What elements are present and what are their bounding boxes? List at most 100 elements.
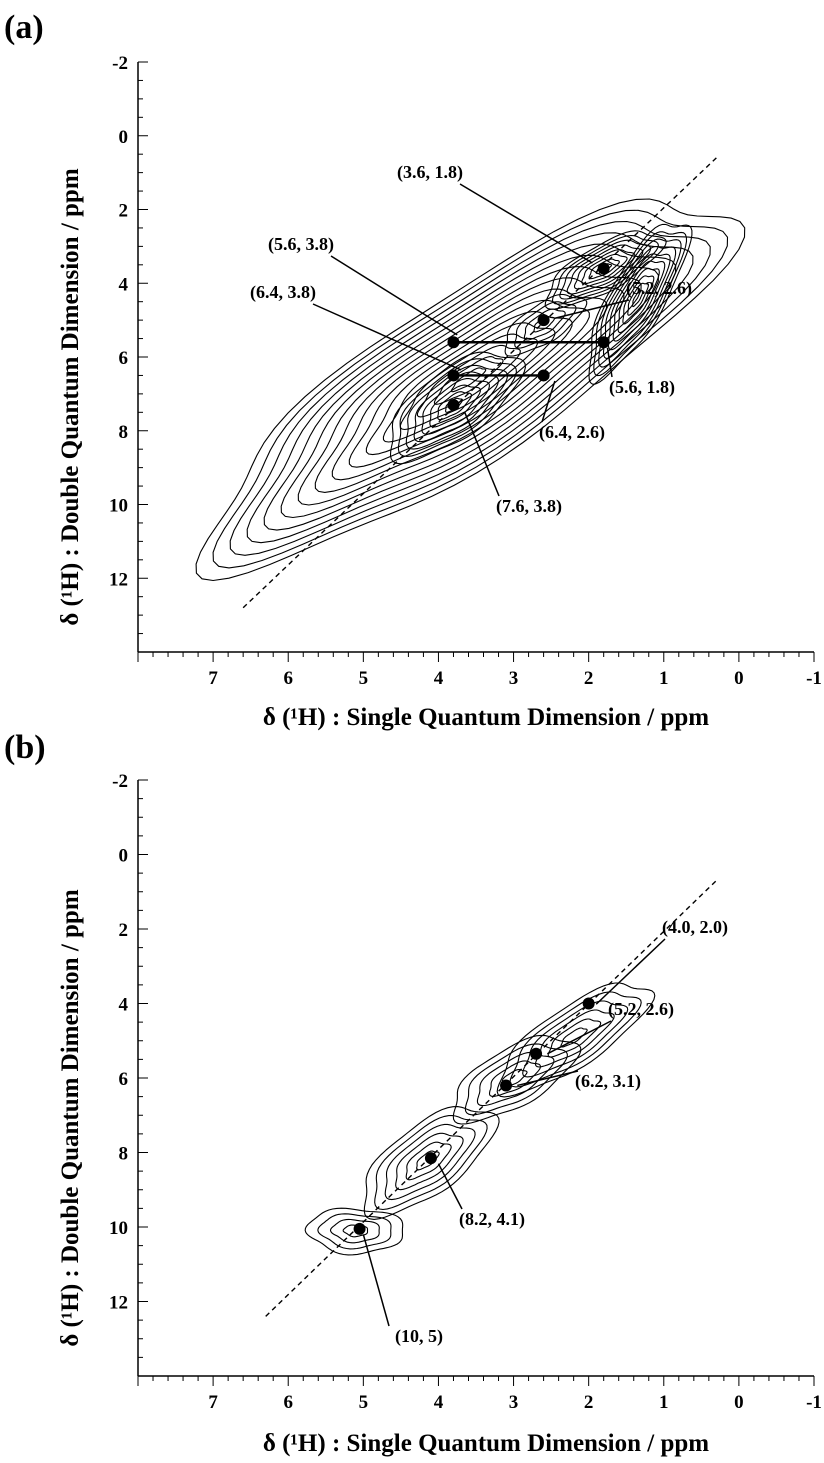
peak-marker [424, 1152, 437, 1165]
contour-line [329, 1218, 380, 1244]
contour-line [297, 266, 642, 506]
y-tick-label: 6 [119, 348, 129, 369]
contour-line [617, 268, 660, 334]
contour-line [588, 258, 620, 280]
peak-marker [537, 314, 550, 327]
peak-leader-line [464, 412, 500, 497]
peak-leader-line [437, 1163, 463, 1210]
y-tick-label: 2 [119, 201, 129, 222]
contour-line [384, 1123, 476, 1201]
peak-marker [537, 369, 550, 382]
peak-marker [530, 1047, 543, 1060]
panel-a-letter: (a) [4, 9, 44, 46]
x-tick-label: 3 [509, 668, 519, 689]
peak-leader-line [554, 299, 630, 320]
y-tick-label: 0 [119, 127, 129, 148]
peak-leader-line [312, 303, 462, 371]
y-tick-label: 10 [109, 496, 128, 517]
contour-line [573, 249, 636, 290]
contour-line [496, 982, 656, 1098]
contour-line [374, 1114, 488, 1211]
x-tick-label: 6 [283, 1392, 293, 1413]
y-tick-label: 12 [109, 569, 128, 590]
peak-label: (5.6, 1.8) [609, 377, 675, 398]
y-tick-label: 12 [109, 1293, 128, 1314]
contour-line [405, 364, 508, 450]
contour-line [437, 391, 472, 421]
y-tick-label: 8 [119, 1144, 129, 1165]
contour-line [395, 1132, 464, 1191]
contour-line [212, 209, 729, 569]
y-tick-label: 10 [109, 1218, 128, 1239]
y-tick-label: -2 [112, 53, 128, 74]
contour-line [363, 1106, 500, 1220]
contour-line [331, 288, 608, 481]
contour-line [399, 333, 539, 431]
peak-marker [597, 262, 610, 275]
contour-line [413, 371, 499, 443]
peak-leader-line [547, 1020, 612, 1055]
contour-line [560, 1027, 588, 1048]
peak-marker [447, 369, 460, 382]
contour-line [551, 234, 659, 305]
x-tick-label: 1 [659, 1392, 669, 1413]
contour-line [304, 1207, 404, 1256]
x-tick-label: 3 [509, 1392, 519, 1413]
contour-line [314, 277, 625, 493]
x-tick-label: 4 [434, 1392, 444, 1413]
contour-line [450, 367, 487, 393]
contour-line [612, 260, 666, 342]
contour-line [632, 290, 644, 308]
peak-label: (6.2, 3.1) [575, 1071, 641, 1092]
peak-leader-line [541, 380, 556, 423]
panel-b-contours [304, 982, 656, 1256]
x-tick-label: -1 [806, 1392, 822, 1413]
contour-line [622, 275, 655, 325]
peak-label: (8.2, 4.1) [459, 1209, 525, 1230]
y-tick-label: 8 [119, 422, 129, 443]
contour-line [627, 282, 649, 316]
y-tick-label: 4 [119, 995, 129, 1016]
peak-label: (4.0, 2.0) [662, 917, 728, 938]
contour-line [476, 1051, 555, 1107]
contour-line [280, 254, 659, 519]
peak-label: (10, 5) [395, 1326, 443, 1347]
contour-line [405, 1141, 452, 1181]
diagonal-line [242, 157, 717, 609]
x-axis-label: δ (¹H) : Single Quantum Dimension / ppm [263, 1430, 709, 1457]
peak-label: (6.4, 3.8) [250, 282, 316, 303]
peak-leader-line [459, 183, 593, 264]
peak-marker [500, 1079, 513, 1092]
contour-line [195, 198, 746, 582]
diagonal-line [265, 880, 717, 1317]
x-tick-label: 0 [734, 668, 744, 689]
contour-line [416, 344, 521, 418]
x-tick-label: 0 [734, 1392, 744, 1413]
peak-label: (5.2, 2.6) [626, 278, 692, 299]
contour-line [421, 377, 490, 435]
contour-line [397, 358, 517, 457]
y-tick-label: 2 [119, 920, 129, 941]
contour-line [389, 351, 526, 465]
peak-leader-line [606, 347, 613, 378]
y-axis-label: δ (¹H) : Double Quantum Dimension / ppm [57, 168, 84, 626]
contour-line [464, 1043, 568, 1116]
peak-label: (5.2, 2.6) [608, 999, 674, 1020]
contour-line [246, 232, 694, 544]
x-tick-label: 4 [434, 668, 444, 689]
x-tick-label: 6 [283, 668, 293, 689]
peak-label: (7.6, 3.8) [496, 496, 562, 517]
peak-leader-line [517, 1070, 579, 1087]
panel-b-letter: (b) [4, 729, 46, 766]
x-tick-label: 1 [659, 668, 669, 689]
y-tick-label: -2 [112, 771, 128, 792]
peak-marker [447, 336, 460, 349]
x-tick-label: 7 [208, 668, 218, 689]
panel-a-contours [195, 198, 746, 582]
peak-marker [582, 997, 595, 1010]
peak-leader-line [362, 1234, 390, 1327]
contour-line [593, 231, 688, 377]
x-tick-label: 5 [359, 668, 369, 689]
